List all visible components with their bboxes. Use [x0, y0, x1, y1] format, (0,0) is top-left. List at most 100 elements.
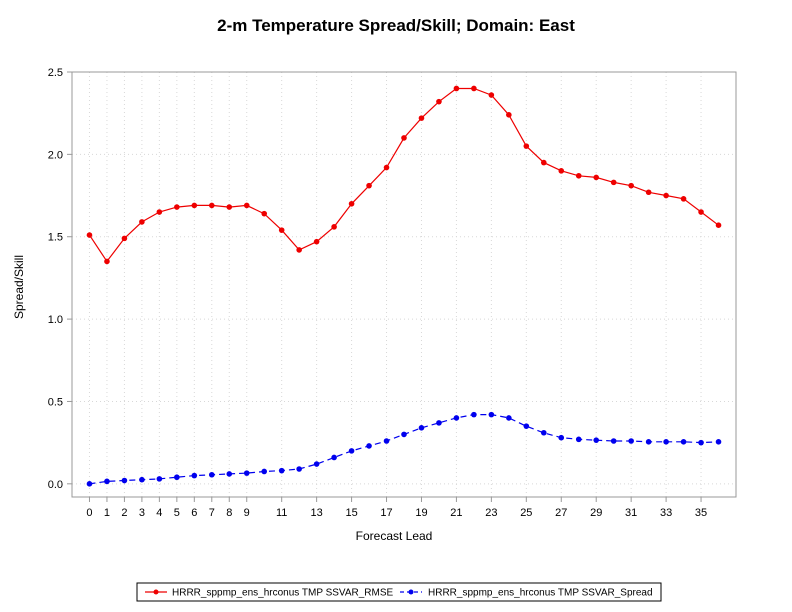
x-tick-label: 23: [485, 507, 497, 519]
y-tick-label: 0.5: [48, 396, 63, 408]
data-point: [278, 467, 285, 474]
legend-swatch-marker: [153, 589, 159, 595]
data-point: [680, 196, 687, 202]
data-point: [575, 436, 582, 443]
data-point: [208, 202, 215, 209]
series-layer: [86, 85, 722, 487]
legend-label: HRRR_sppmp_ens_hrconus TMP SSVAR_Spread: [428, 588, 653, 599]
data-point: [296, 247, 302, 253]
x-tick-label: 5: [174, 507, 180, 519]
data-point: [453, 415, 460, 421]
data-point: [261, 210, 268, 217]
legend: HRRR_sppmp_ens_hrconus TMP SSVAR_RMSE HRR…: [136, 582, 662, 602]
data-point: [593, 437, 600, 443]
data-point: [523, 143, 530, 149]
x-tick-label: 25: [520, 507, 532, 519]
data-point: [645, 439, 652, 445]
data-point: [156, 476, 163, 482]
data-point: [121, 235, 128, 242]
data-point: [506, 415, 512, 421]
data-point: [488, 411, 495, 418]
x-tick-label: 11: [276, 507, 287, 519]
data-point: [348, 448, 355, 454]
data-point: [540, 429, 547, 436]
data-point: [663, 192, 669, 199]
data-point: [698, 439, 704, 446]
data-point: [593, 174, 600, 181]
data-point: [558, 434, 565, 441]
y-tick-label: 2.5: [48, 67, 63, 79]
data-point: [121, 477, 128, 484]
x-tick-label: 9: [244, 507, 250, 519]
data-point: [191, 472, 198, 479]
y-tick-label: 0.0: [48, 479, 63, 491]
data-point: [296, 466, 302, 472]
data-point: [471, 85, 477, 92]
data-point: [174, 474, 180, 481]
data-point: [86, 481, 93, 487]
data-point: [208, 471, 215, 478]
data-point: [575, 172, 582, 179]
data-point: [610, 438, 617, 444]
data-point: [191, 202, 198, 209]
data-point: [261, 468, 268, 475]
plot-frame: [71, 71, 737, 498]
data-point: [331, 454, 337, 461]
y-axis-ticks: 0.0 0.5 1.0 1.5 2.0 2.5: [48, 67, 72, 491]
x-tick-label: 19: [415, 507, 427, 519]
data-point: [645, 189, 652, 196]
series-2: [86, 411, 722, 487]
data-point: [540, 159, 547, 166]
data-point: [488, 92, 495, 98]
y-tick-label: 2.0: [48, 149, 63, 161]
x-tick-label: 27: [555, 507, 567, 519]
data-point: [401, 431, 407, 438]
x-tick-label: 13: [311, 507, 323, 519]
x-tick-label: 4: [156, 507, 162, 519]
data-point: [348, 200, 355, 207]
data-point: [558, 168, 565, 174]
legend-box: [136, 582, 662, 602]
data-point: [383, 164, 390, 171]
y-tick-label: 1.0: [48, 314, 63, 326]
data-point: [139, 219, 145, 225]
data-point: [243, 202, 250, 209]
data-point: [226, 204, 233, 210]
grid: [72, 71, 736, 497]
x-tick-label: 1: [104, 507, 110, 519]
x-tick-label: 17: [380, 507, 392, 519]
legend-swatch-marker: [408, 589, 414, 595]
data-point: [663, 439, 669, 445]
x-tick-label: 35: [695, 507, 707, 519]
data-point: [86, 232, 93, 238]
data-point: [628, 182, 634, 189]
data-point: [610, 179, 617, 186]
data-point: [418, 425, 425, 431]
data-point: [104, 478, 110, 485]
x-tick-label: 29: [590, 507, 602, 519]
legend-label: HRRR_sppmp_ens_hrconus TMP SSVAR_RMSE: [172, 588, 394, 599]
data-point: [401, 135, 407, 141]
data-point: [174, 204, 180, 210]
data-point: [383, 438, 390, 444]
data-point: [628, 438, 634, 444]
x-axis-label: Forecast Lead: [356, 529, 433, 543]
data-point: [523, 423, 530, 429]
data-point: [243, 470, 250, 476]
data-point: [436, 420, 442, 426]
x-tick-label: 15: [345, 507, 357, 519]
data-point: [366, 443, 372, 449]
y-tick-label: 1.5: [48, 232, 63, 244]
series-1: [86, 85, 722, 265]
data-point: [506, 112, 512, 118]
x-tick-label: 0: [86, 507, 92, 519]
chart-title: 2-m Temperature Spread/Skill; Domain: Ea…: [217, 16, 575, 35]
data-point: [156, 209, 163, 215]
x-tick-label: 21: [450, 507, 462, 519]
data-point: [453, 85, 460, 92]
data-point: [715, 222, 722, 228]
x-tick-label: 3: [139, 507, 145, 519]
data-point: [313, 461, 320, 467]
